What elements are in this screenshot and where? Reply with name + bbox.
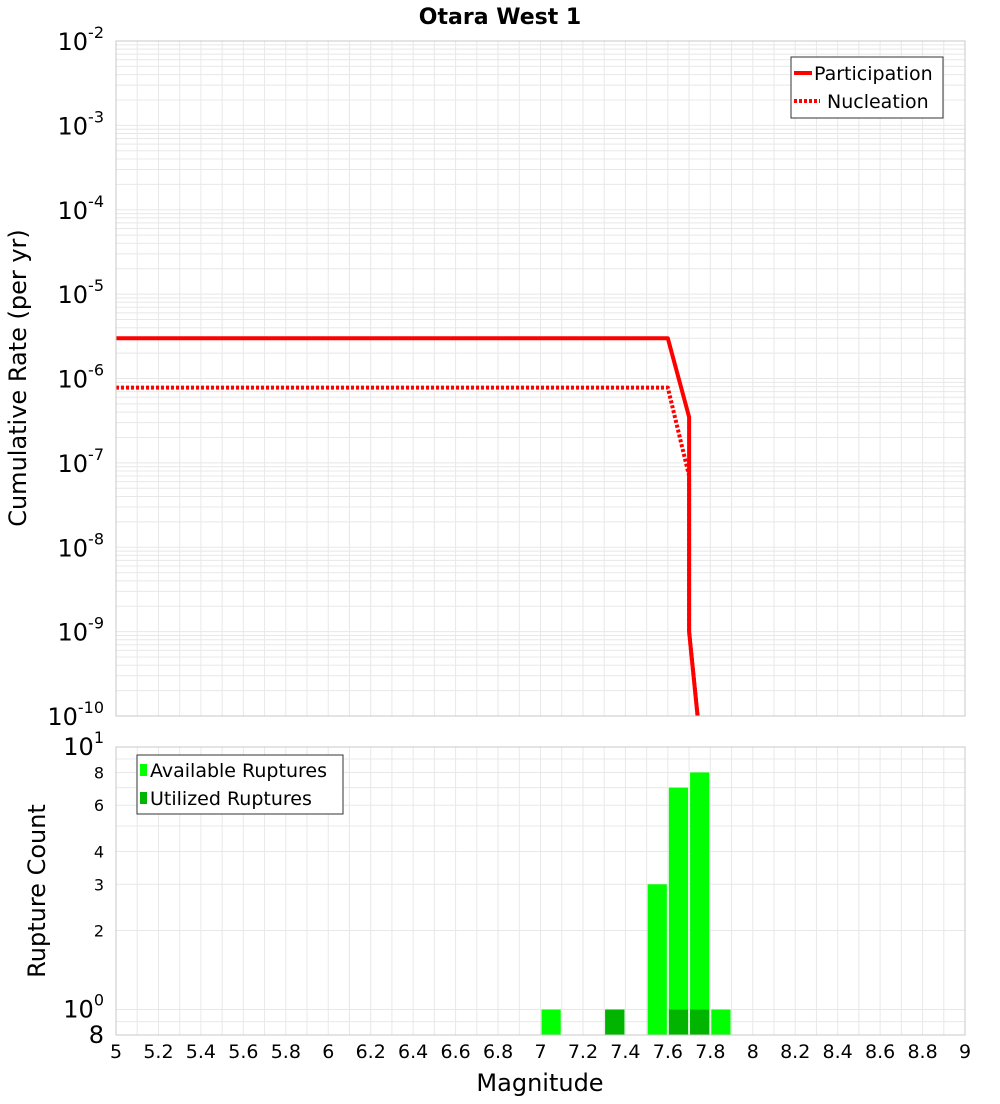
rupture-y-tick-label: 3 (94, 875, 104, 894)
x-tick-label: 6.8 (483, 1041, 513, 1063)
x-tick-label: 5 (110, 1041, 122, 1063)
x-tick-label: 7.8 (695, 1041, 725, 1063)
rupture-y-tick-label: 2 (94, 922, 104, 941)
x-tick-label: 5.4 (186, 1041, 216, 1063)
x-tick-label: 8.8 (907, 1041, 937, 1063)
rupture-y-tick-label: 101 (63, 728, 104, 761)
rupture-plot-x-ticks: 5 5.2 5.4 5.6 5.8 6 6.2 6.4 6.6 6.8 7 7.2 7.4 7.6 7.8 8… (110, 1041, 971, 1063)
rate-y-tick-label: 10-5 (58, 276, 105, 309)
legend-utilized-label: Utilized Ruptures (150, 788, 312, 810)
rate-plot-lines (116, 336, 700, 717)
rate-y-tick-label: 10-8 (58, 529, 105, 562)
x-tick-label: 7 (534, 1041, 546, 1063)
available-rupture-bar (711, 1009, 731, 1035)
rate-plot-legend: Participation Nucleation (790, 56, 944, 119)
utilized-rupture-bar (605, 1009, 625, 1035)
x-tick-label: 8 (747, 1041, 759, 1063)
rate-y-tick-label: 10-6 (58, 361, 105, 394)
rupture-y-tick-label: 6 (94, 796, 104, 815)
rupture-y-tick-label: 8 (89, 1021, 104, 1049)
rate-y-tick-label: 10-2 (58, 23, 105, 56)
x-tick-label: 6.6 (440, 1041, 470, 1063)
rate-y-tick-label: 10-10 (47, 698, 104, 731)
x-tick-label: 8.2 (780, 1041, 810, 1063)
rate-plot-frame (115, 40, 966, 717)
x-tick-label: 5.2 (143, 1041, 173, 1063)
x-tick-label: 6 (322, 1041, 334, 1063)
rate-legend-box (790, 56, 944, 119)
x-tick-label: 7.4 (610, 1041, 640, 1063)
rupture-plot-legend: Available Ruptures Utilized Ruptures (136, 754, 344, 815)
legend-participation-label: Participation (814, 63, 933, 85)
rupture-y-tick-label: 100 (63, 991, 104, 1024)
legend-available-swatch (140, 764, 147, 776)
legend-nucleation-label: Nucleation (827, 91, 929, 113)
available-rupture-bar (668, 787, 689, 1035)
rupture-y-tick-label: 8 (94, 763, 104, 782)
x-tick-label: 5.6 (228, 1041, 258, 1063)
legend-utilized-swatch (140, 792, 147, 804)
available-rupture-bar (690, 772, 710, 1035)
rate-plot-panel: 10-10 10-9 10-8 10-7 10-6 10-5 10-4 10-3 10-2 Cu… (4, 23, 966, 731)
rupture-plot-y-label: Rupture Count (23, 804, 51, 978)
x-tick-label: 5.8 (271, 1041, 301, 1063)
x-tick-label: 9 (959, 1041, 971, 1063)
rate-y-tick-label: 10-3 (58, 107, 105, 140)
x-tick-label: 6.2 (356, 1041, 386, 1063)
rupture-legend-box (136, 754, 344, 815)
rate-plot-y-ticks: 10-10 10-9 10-8 10-7 10-6 10-5 10-4 10-3 10-2 (47, 23, 104, 731)
available-rupture-bar (541, 1009, 561, 1035)
rate-y-tick-label: 10-7 (58, 445, 105, 478)
rate-y-tick-label: 10-4 (58, 192, 105, 225)
rupture-plot-bars (541, 772, 731, 1035)
available-rupture-bar (647, 884, 667, 1035)
chart-title: Otara West 1 (419, 5, 581, 30)
utilized-rupture-bar (668, 1009, 689, 1035)
x-tick-label: 8.4 (823, 1041, 853, 1063)
rate-y-tick-label: 10-9 (58, 614, 105, 647)
nucleation-line (116, 385, 700, 717)
rupture-plot-frame (115, 746, 966, 1036)
utilized-rupture-bar (690, 1009, 710, 1035)
rate-plot-grid (115, 41, 966, 717)
rupture-y-tick-label: 4 (94, 842, 104, 861)
x-tick-label: 6.4 (398, 1041, 428, 1063)
x-tick-label: 7.2 (568, 1041, 598, 1063)
rate-plot-y-label: Cumulative Rate (per yr) (4, 229, 32, 527)
x-tick-label: 7.6 (653, 1041, 683, 1063)
x-tick-label: 8.6 (865, 1041, 895, 1063)
legend-available-label: Available Ruptures (150, 760, 327, 782)
x-axis-label: Magnitude (476, 1069, 603, 1097)
